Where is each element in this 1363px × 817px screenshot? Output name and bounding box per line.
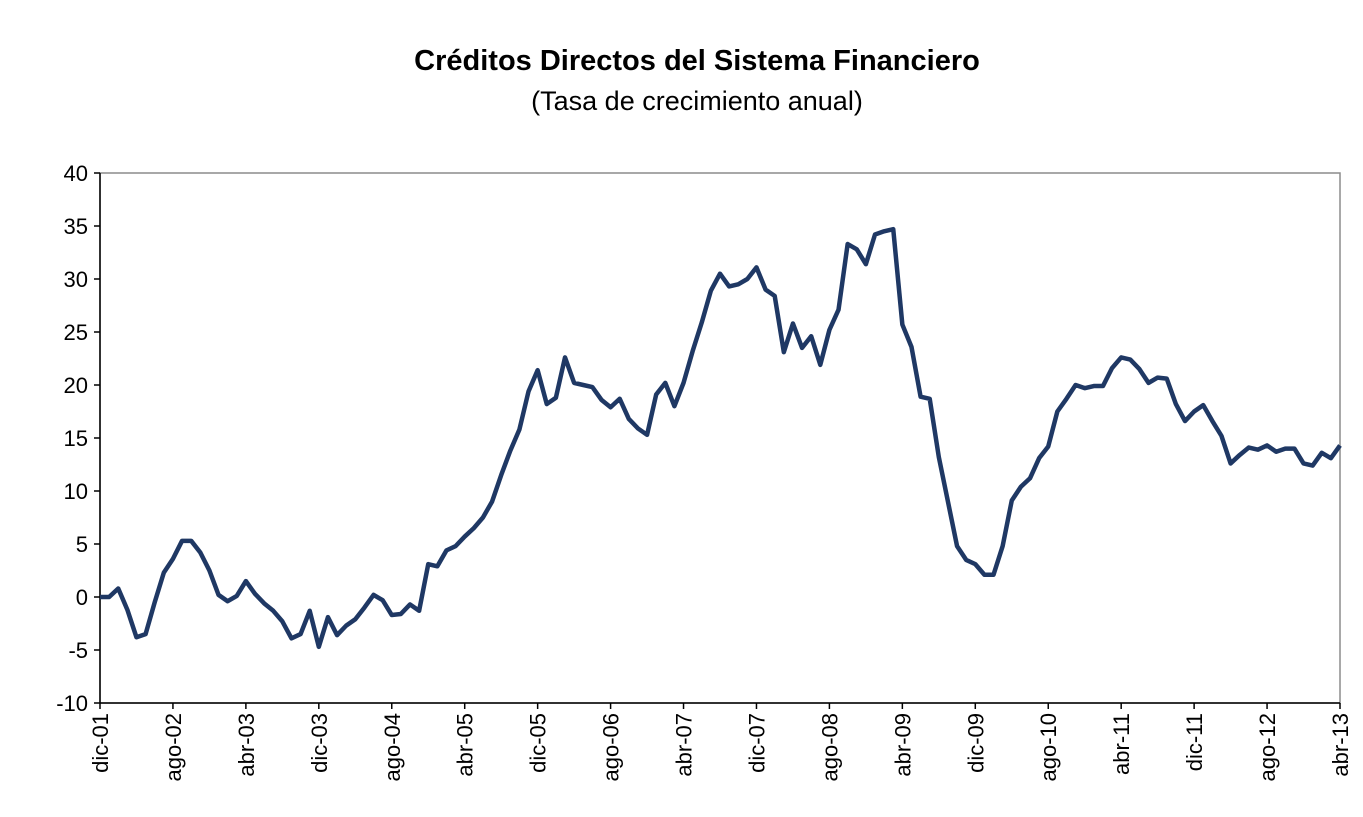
y-tick-label: 20 [64,373,88,398]
x-tick-label: abr-09 [890,713,915,777]
x-tick-label: ago-06 [599,713,624,782]
x-tick-label: ago-08 [817,713,842,782]
chart-title: Créditos Directos del Sistema Financiero [414,45,980,77]
line-series [100,226,1342,650]
y-tick-label: -5 [68,638,88,663]
x-tick-label: ago-12 [1255,713,1280,782]
x-tick-label: abr-03 [234,713,259,777]
y-tick-label: 5 [76,532,88,557]
x-tick-label: dic-01 [88,713,113,773]
y-tick-label: 25 [64,320,88,345]
y-tick-label: 40 [64,161,88,186]
y-tick-label: 15 [64,426,88,451]
x-tick-label: dic-09 [963,713,988,773]
x-tick-label: dic-03 [307,713,332,773]
x-tick-label: dic-07 [744,713,769,773]
x-tick-label: abr-07 [672,713,697,777]
x-tick-label: ago-10 [1036,713,1061,782]
y-tick-label: -10 [56,691,88,716]
y-tick-label: 35 [64,214,88,239]
y-tick-label: 0 [76,585,88,610]
x-tick-label: abr-11 [1109,713,1134,775]
x-tick-label: dic-11 [1182,713,1207,771]
x-tick-label: ago-04 [380,713,405,782]
x-tick-label: ago-02 [161,713,186,782]
x-tick-label: abr-05 [453,713,478,777]
y-tick-label: 10 [64,479,88,504]
y-tick-label: 30 [64,267,88,292]
chart-subtitle: (Tasa de crecimiento anual) [531,86,863,116]
x-tick-label: abr-13 [1328,713,1353,777]
x-tick-label: dic-05 [526,713,551,773]
